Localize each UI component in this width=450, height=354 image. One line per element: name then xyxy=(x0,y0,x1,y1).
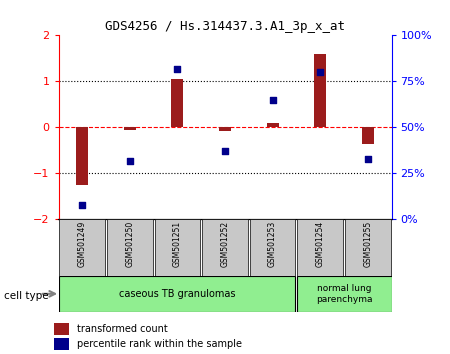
Bar xyxy=(202,219,248,276)
Bar xyxy=(59,276,295,312)
Bar xyxy=(59,219,105,276)
Bar xyxy=(297,219,343,276)
Text: GSM501253: GSM501253 xyxy=(268,221,277,267)
Text: GSM501254: GSM501254 xyxy=(315,221,324,267)
Text: percentile rank within the sample: percentile rank within the sample xyxy=(77,339,242,349)
Point xyxy=(364,156,371,161)
Point xyxy=(269,97,276,103)
Bar xyxy=(54,338,69,350)
Bar xyxy=(250,219,295,276)
Bar xyxy=(219,127,231,131)
Text: GSM501255: GSM501255 xyxy=(363,221,372,267)
Text: GSM501250: GSM501250 xyxy=(126,221,135,267)
Title: GDS4256 / Hs.314437.3.A1_3p_x_at: GDS4256 / Hs.314437.3.A1_3p_x_at xyxy=(105,20,345,33)
Text: normal lung
parenchyma: normal lung parenchyma xyxy=(316,284,372,303)
Point xyxy=(79,202,86,207)
Bar xyxy=(107,219,153,276)
Bar xyxy=(171,79,183,127)
Point xyxy=(221,149,229,154)
Bar xyxy=(155,219,200,276)
Bar xyxy=(266,123,279,127)
Text: GSM501251: GSM501251 xyxy=(173,221,182,267)
Bar xyxy=(54,323,69,335)
Bar xyxy=(314,54,326,127)
Bar xyxy=(362,127,374,144)
Point xyxy=(126,158,134,164)
Text: transformed count: transformed count xyxy=(77,324,168,334)
Bar xyxy=(76,127,88,185)
Bar xyxy=(124,127,136,130)
Point xyxy=(174,66,181,72)
Text: cell type: cell type xyxy=(4,291,49,301)
Bar xyxy=(297,276,392,312)
Text: GSM501249: GSM501249 xyxy=(78,221,87,267)
Text: GSM501252: GSM501252 xyxy=(220,221,230,267)
Bar xyxy=(345,219,391,276)
Text: caseous TB granulomas: caseous TB granulomas xyxy=(119,289,236,299)
Point xyxy=(316,69,324,75)
